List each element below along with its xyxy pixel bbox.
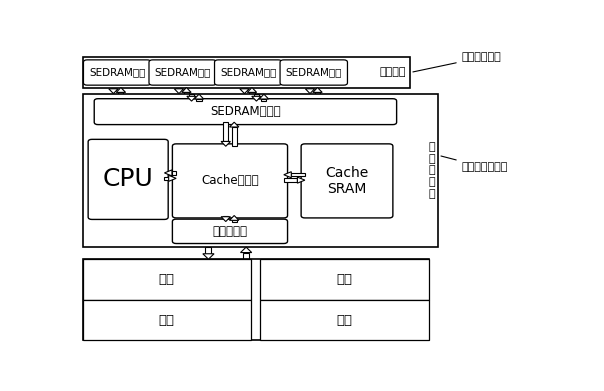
Text: Cache控制器: Cache控制器 xyxy=(201,174,259,187)
Bar xyxy=(83,259,429,341)
Bar xyxy=(118,92,123,93)
Bar xyxy=(262,99,266,101)
Bar xyxy=(307,88,313,89)
Bar xyxy=(254,94,259,96)
Text: Cache
SRAM: Cache SRAM xyxy=(326,166,368,196)
Text: SEDRAM单元: SEDRAM单元 xyxy=(155,68,211,77)
Text: 处理器晶圆结构: 处理器晶圆结构 xyxy=(441,156,508,172)
Bar xyxy=(189,94,194,96)
Bar xyxy=(184,92,189,93)
Bar xyxy=(172,171,176,174)
Bar xyxy=(231,127,237,146)
Polygon shape xyxy=(182,88,191,92)
Text: 内存: 内存 xyxy=(159,314,175,326)
FancyBboxPatch shape xyxy=(83,60,151,85)
Bar xyxy=(205,247,211,254)
Bar xyxy=(231,221,237,222)
Bar xyxy=(260,300,429,341)
Text: SEDRAM单元: SEDRAM单元 xyxy=(286,68,342,77)
Text: 存储晶圆: 存储晶圆 xyxy=(379,68,406,77)
Bar xyxy=(83,300,251,341)
Bar xyxy=(223,215,228,217)
FancyBboxPatch shape xyxy=(301,144,393,218)
Bar xyxy=(83,57,410,88)
Polygon shape xyxy=(116,88,126,92)
FancyBboxPatch shape xyxy=(214,60,282,85)
Bar xyxy=(291,173,305,176)
Polygon shape xyxy=(221,142,231,146)
Bar xyxy=(83,93,439,247)
Bar xyxy=(83,259,251,300)
Polygon shape xyxy=(240,89,249,93)
FancyBboxPatch shape xyxy=(88,139,168,219)
Bar xyxy=(284,178,297,182)
Polygon shape xyxy=(175,89,184,93)
Bar xyxy=(223,122,228,142)
Polygon shape xyxy=(203,254,214,259)
Bar xyxy=(243,253,249,259)
FancyBboxPatch shape xyxy=(149,60,216,85)
Text: 内存: 内存 xyxy=(159,273,175,286)
Polygon shape xyxy=(252,96,261,101)
Text: 内存控制器: 内存控制器 xyxy=(213,225,248,238)
Polygon shape xyxy=(169,175,176,181)
Polygon shape xyxy=(230,122,239,127)
FancyBboxPatch shape xyxy=(172,144,288,218)
Bar xyxy=(242,88,247,89)
Text: 内存: 内存 xyxy=(336,273,353,286)
Polygon shape xyxy=(284,172,291,178)
Text: 处
理
器
晶
圆: 处 理 器 晶 圆 xyxy=(429,142,435,199)
FancyBboxPatch shape xyxy=(172,219,288,244)
Bar xyxy=(176,88,182,89)
Polygon shape xyxy=(164,170,172,176)
Text: SEDRAM单元: SEDRAM单元 xyxy=(89,68,146,77)
Bar xyxy=(315,92,320,93)
Polygon shape xyxy=(187,96,196,101)
Bar xyxy=(196,99,202,101)
Polygon shape xyxy=(313,88,322,92)
Polygon shape xyxy=(259,94,269,99)
Text: 内存: 内存 xyxy=(336,314,353,326)
FancyBboxPatch shape xyxy=(280,60,347,85)
Polygon shape xyxy=(109,89,118,93)
Polygon shape xyxy=(194,94,204,99)
Bar xyxy=(111,88,116,89)
Polygon shape xyxy=(306,89,315,93)
Text: CPU: CPU xyxy=(103,167,153,191)
Polygon shape xyxy=(221,217,231,222)
Bar xyxy=(249,92,254,93)
Bar xyxy=(164,177,169,180)
Text: SEDRAM单元: SEDRAM单元 xyxy=(220,68,277,77)
Text: 存储晶圆结构: 存储晶圆结构 xyxy=(413,52,501,72)
Polygon shape xyxy=(247,88,257,92)
Polygon shape xyxy=(240,247,252,253)
Polygon shape xyxy=(297,177,305,183)
Text: SEDRAM控制器: SEDRAM控制器 xyxy=(210,105,281,118)
Polygon shape xyxy=(230,215,239,221)
Bar xyxy=(260,259,429,300)
FancyBboxPatch shape xyxy=(94,99,397,125)
